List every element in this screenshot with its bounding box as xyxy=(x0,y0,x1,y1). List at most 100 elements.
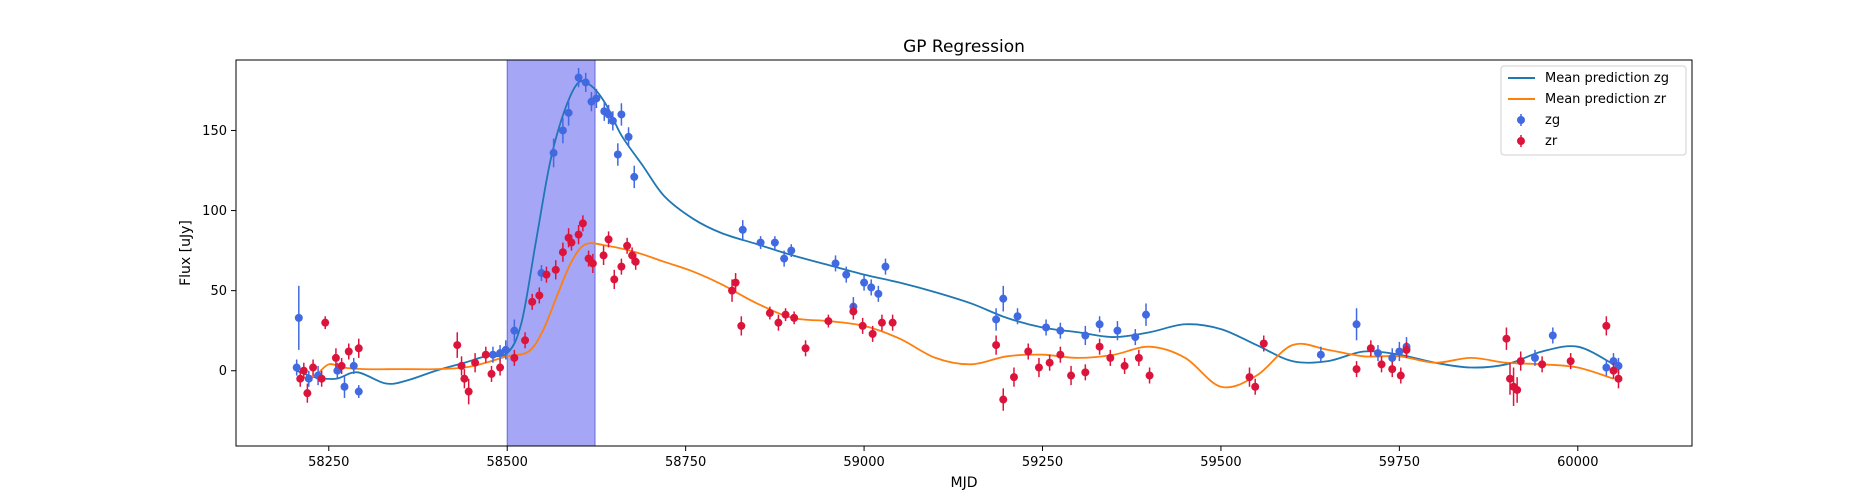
data-point xyxy=(787,246,796,255)
data-point xyxy=(624,132,633,141)
data-point xyxy=(1042,323,1051,332)
x-tick-label: 59500 xyxy=(1200,455,1241,470)
data-point xyxy=(630,172,639,181)
data-point xyxy=(1316,350,1325,359)
data-point xyxy=(510,326,519,335)
data-point xyxy=(309,363,318,372)
data-point xyxy=(501,345,510,354)
data-point xyxy=(999,294,1008,303)
data-point xyxy=(992,315,1001,324)
data-point xyxy=(303,389,312,398)
data-point xyxy=(1045,358,1054,367)
data-point xyxy=(1259,339,1268,348)
data-point xyxy=(888,318,897,327)
data-point xyxy=(599,251,608,260)
data-point xyxy=(1113,326,1122,335)
data-point xyxy=(874,289,883,298)
data-point xyxy=(1538,360,1547,369)
data-point xyxy=(1145,371,1154,380)
data-point xyxy=(999,395,1008,404)
legend-box xyxy=(1500,65,1687,156)
data-point xyxy=(1395,347,1404,356)
data-point xyxy=(1095,320,1104,329)
data-point xyxy=(292,363,301,372)
x-tick-label: 58250 xyxy=(308,455,349,470)
data-point xyxy=(770,238,779,247)
data-point xyxy=(780,254,789,263)
x-tick-label: 59750 xyxy=(1379,455,1420,470)
legend-label-zr: zr xyxy=(1545,134,1558,149)
x-axis-label: MJD xyxy=(951,475,978,491)
data-point xyxy=(728,286,737,295)
data-point xyxy=(1142,310,1150,319)
data-point xyxy=(1402,345,1411,354)
data-point xyxy=(558,248,567,257)
data-point xyxy=(1352,320,1361,329)
data-point xyxy=(731,278,740,287)
data-point xyxy=(1081,331,1090,340)
data-point xyxy=(349,361,358,370)
data-point xyxy=(592,94,601,103)
data-point xyxy=(535,291,544,300)
data-point xyxy=(1396,371,1405,380)
data-point xyxy=(1530,353,1539,362)
data-point xyxy=(1134,353,1143,362)
data-point xyxy=(549,148,558,157)
data-point xyxy=(354,344,363,353)
data-point xyxy=(801,344,810,353)
data-point xyxy=(296,374,305,383)
data-point xyxy=(1095,342,1104,351)
data-point xyxy=(1377,360,1386,369)
data-point xyxy=(1373,349,1382,358)
data-point xyxy=(317,374,326,383)
data-point xyxy=(824,317,833,326)
data-point xyxy=(1245,373,1254,382)
highlight-span xyxy=(506,59,596,447)
data-point xyxy=(488,350,497,359)
data-point xyxy=(294,313,303,322)
data-point xyxy=(1602,363,1611,372)
data-point xyxy=(1251,382,1260,391)
data-point xyxy=(1388,353,1397,362)
data-point xyxy=(581,78,590,87)
data-point xyxy=(558,126,567,135)
data-point xyxy=(1609,366,1618,375)
data-point xyxy=(453,341,462,350)
data-point xyxy=(831,259,840,268)
data-point xyxy=(868,329,877,338)
plot-area xyxy=(292,59,1623,447)
data-point xyxy=(510,353,519,362)
legend-marker-zg xyxy=(1517,116,1525,124)
data-point xyxy=(877,318,886,327)
data-point xyxy=(567,238,576,247)
data-point xyxy=(574,73,583,82)
data-point xyxy=(849,307,858,316)
data-point xyxy=(460,374,469,383)
data-point xyxy=(738,225,747,234)
data-point xyxy=(1056,326,1065,335)
chart-title: GP Regression xyxy=(903,37,1025,57)
data-point xyxy=(304,374,313,383)
legend-label-mean-zr: Mean prediction zr xyxy=(1545,92,1667,107)
data-point xyxy=(1506,374,1514,383)
data-point xyxy=(858,321,867,330)
data-point xyxy=(331,353,340,362)
data-point xyxy=(1513,385,1522,394)
x-axis-ticks: 58250 58500 58750 59000 59250 59500 59750 60000 xyxy=(308,446,1598,470)
data-point xyxy=(1566,357,1575,366)
legend-marker-zr xyxy=(1517,137,1525,145)
data-point xyxy=(528,297,537,306)
data-point xyxy=(1056,350,1065,359)
data-point xyxy=(613,150,622,159)
data-point xyxy=(1067,371,1076,380)
data-point xyxy=(481,350,490,359)
series-mean-prediction-zg xyxy=(296,80,1614,385)
x-tick-label: 58500 xyxy=(487,455,528,470)
data-point xyxy=(992,341,1001,350)
data-point xyxy=(1024,347,1033,356)
data-point xyxy=(471,358,480,367)
data-point xyxy=(1602,321,1611,330)
y-axis-ticks: 0 50 100 150 xyxy=(202,124,236,379)
data-point xyxy=(1614,374,1623,383)
data-point xyxy=(608,116,617,125)
